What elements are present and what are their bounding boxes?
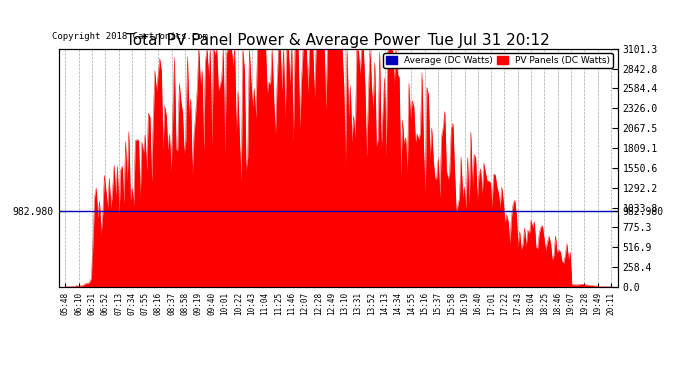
Legend: Average (DC Watts), PV Panels (DC Watts): Average (DC Watts), PV Panels (DC Watts)	[383, 53, 613, 68]
Text: Copyright 2018 Cartronics.com: Copyright 2018 Cartronics.com	[52, 32, 208, 41]
Title: Total PV Panel Power & Average Power Tue Jul 31 20:12: Total PV Panel Power & Average Power Tue…	[126, 33, 550, 48]
